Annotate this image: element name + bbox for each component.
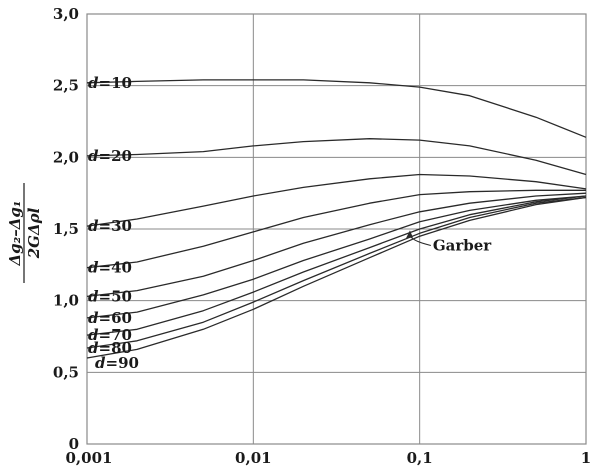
y-tick-label: 1,5 <box>53 220 79 238</box>
annotations: Garber <box>405 230 492 255</box>
y-axis-label-denominator: 2GΔρl <box>25 207 43 259</box>
grid <box>87 14 586 444</box>
y-tick-label: 2,5 <box>53 77 79 95</box>
garber-label: Garber <box>433 237 492 255</box>
series-label-d-40: d=40 <box>88 259 132 277</box>
y-axis-label-numerator: Δg₂–Δg₁ <box>6 201 24 267</box>
series-line-d-70 <box>86 195 587 336</box>
y-tick-label: 0,5 <box>53 363 79 381</box>
series-line-d-30 <box>86 173 587 227</box>
series-line-d-60 <box>86 195 587 319</box>
series-label-d-80: d=80 <box>88 339 132 357</box>
series-label-d-50: d=50 <box>88 287 132 305</box>
y-tick-label: 2,0 <box>53 148 79 166</box>
y-tick-label: 0 <box>69 435 79 453</box>
series-label-d-70: d=70 <box>88 326 132 344</box>
series-label-d-90: d=90 <box>95 354 139 372</box>
x-tick-label: 0,01 <box>235 449 272 467</box>
series-line-d-20 <box>86 138 587 176</box>
series-label-d-30: d=30 <box>88 217 132 235</box>
series-line-d-80 <box>86 196 587 349</box>
x-tick-label: 0,1 <box>407 449 433 467</box>
series-label-d-10: d=10 <box>88 74 132 92</box>
series-labels: d=10 d=20 d=30 d=40 d=50 d=60d=70d=80d=90 <box>88 74 139 372</box>
series-lines <box>86 79 587 359</box>
series-label-d-60: d=60 <box>88 309 132 327</box>
plot-area-border <box>86 13 587 445</box>
series-label-d-20: d=20 <box>88 147 132 165</box>
x-tick-label: 1 <box>581 449 590 467</box>
y-tick-label: 3,0 <box>53 5 79 23</box>
x-tick-label: 0,001 <box>66 449 113 467</box>
series-line-d-10 <box>86 79 587 138</box>
series-line-d-40 <box>86 189 586 269</box>
tick-labels: 0,001 0,01 0,1 1 0 0,5 1,0 1,5 2,0 2,5 3,0 <box>53 5 590 467</box>
plot-frame <box>86 13 587 445</box>
y-axis-label: Δg₂–Δg₁ 2GΔρl <box>6 183 43 283</box>
garber-arrow-head <box>405 230 413 239</box>
y-tick-label: 1,0 <box>53 292 79 310</box>
series-line-d-90 <box>86 196 587 359</box>
series-line-d-50 <box>86 192 587 298</box>
